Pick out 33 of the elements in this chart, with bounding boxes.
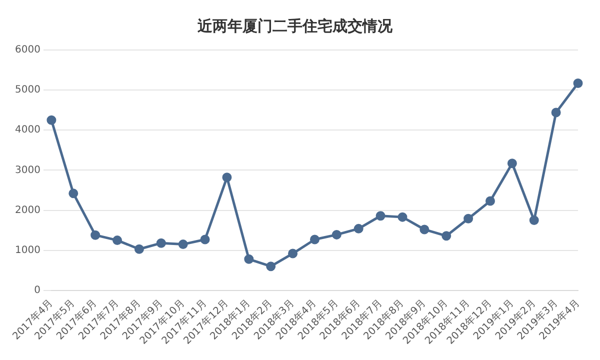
point — [244, 254, 254, 264]
point — [485, 196, 495, 206]
point — [266, 262, 276, 272]
point — [134, 244, 144, 254]
point — [200, 234, 210, 244]
point — [354, 224, 364, 234]
point — [529, 216, 539, 226]
point — [332, 230, 342, 240]
y-tick-label: 6000 — [14, 44, 40, 56]
y-tick-label: 2000 — [14, 204, 40, 216]
y-tick-label: 5000 — [14, 84, 40, 96]
point — [420, 224, 430, 234]
point — [376, 211, 386, 221]
point — [464, 214, 474, 224]
point — [46, 115, 56, 125]
point — [398, 212, 408, 222]
point — [156, 238, 166, 248]
point — [551, 108, 561, 118]
y-tick-label: 3000 — [14, 164, 40, 176]
chart-title: 近两年厦门二手住宅成交情况 — [196, 16, 394, 35]
point — [442, 231, 452, 241]
y-tick-label: 1000 — [14, 244, 40, 256]
point — [573, 78, 583, 88]
point — [68, 188, 78, 198]
point — [178, 240, 188, 250]
point — [288, 248, 298, 258]
point — [90, 230, 100, 240]
y-tick-label: 4000 — [14, 124, 40, 136]
point — [222, 172, 232, 182]
point — [310, 234, 320, 244]
point — [112, 236, 122, 246]
y-tick-label: 0 — [34, 284, 40, 296]
point — [507, 158, 517, 168]
